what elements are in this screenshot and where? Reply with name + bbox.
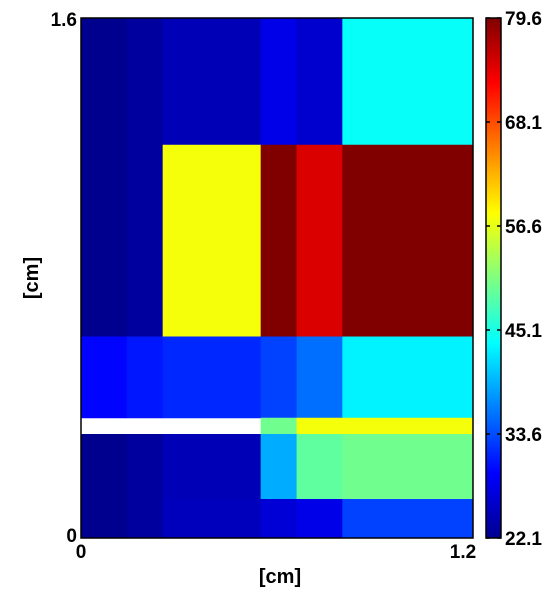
heatmap-cell — [342, 145, 473, 337]
heatmap-cell — [261, 18, 297, 145]
heatmap-cell — [81, 337, 127, 419]
heatmap-cell — [297, 337, 343, 419]
heatmap-cell — [127, 18, 163, 145]
x-tick-left: 0 — [76, 542, 87, 563]
heatmap-cell — [342, 18, 473, 145]
y-axis-label: [cm] — [21, 257, 43, 299]
heatmap-cell — [127, 337, 163, 419]
heatmap-cell — [163, 337, 261, 419]
heatmap-cell — [297, 418, 474, 435]
x-axis-label: [cm] — [259, 566, 301, 588]
x-tick-right: 1.2 — [450, 542, 476, 563]
heatmap-cell — [163, 499, 261, 539]
heatmap-cell — [261, 499, 297, 539]
heatmap-cell — [261, 434, 297, 500]
colorbar-tick-label: 45.1 — [505, 321, 542, 342]
heatmap-cell — [127, 434, 163, 539]
colorbar-tick-label: 56.6 — [505, 217, 542, 238]
heatmap-cell — [342, 434, 473, 500]
colorbar-tick-label: 33.6 — [505, 425, 542, 446]
heatmap-cells — [81, 18, 474, 539]
heatmap-cell — [297, 145, 343, 337]
heatmap-cell — [342, 499, 473, 539]
heatmap-cell — [342, 337, 473, 419]
heatmap-cell — [261, 337, 297, 419]
heatmap-cell — [163, 18, 261, 145]
colorbar-tick-label: 68.1 — [505, 113, 542, 134]
colorbar — [486, 18, 501, 538]
heatmap-cell — [81, 434, 127, 539]
heatmap-cell — [297, 499, 343, 539]
colorbar-tick-label: 22.1 — [505, 529, 542, 550]
heatmap-cell — [261, 145, 297, 337]
heatmap-cell — [81, 18, 127, 145]
heatmap-cell — [163, 434, 261, 500]
heatmap-cell — [297, 434, 343, 500]
heatmap-cell — [261, 418, 297, 435]
heatmap-cell — [163, 145, 261, 337]
heatmap-cell — [81, 145, 127, 337]
heatmap-cell — [127, 145, 163, 337]
colorbar-tick-label: 79.6 — [505, 9, 542, 30]
y-tick-top: 1.6 — [51, 10, 77, 31]
heatmap-cell — [297, 18, 343, 145]
